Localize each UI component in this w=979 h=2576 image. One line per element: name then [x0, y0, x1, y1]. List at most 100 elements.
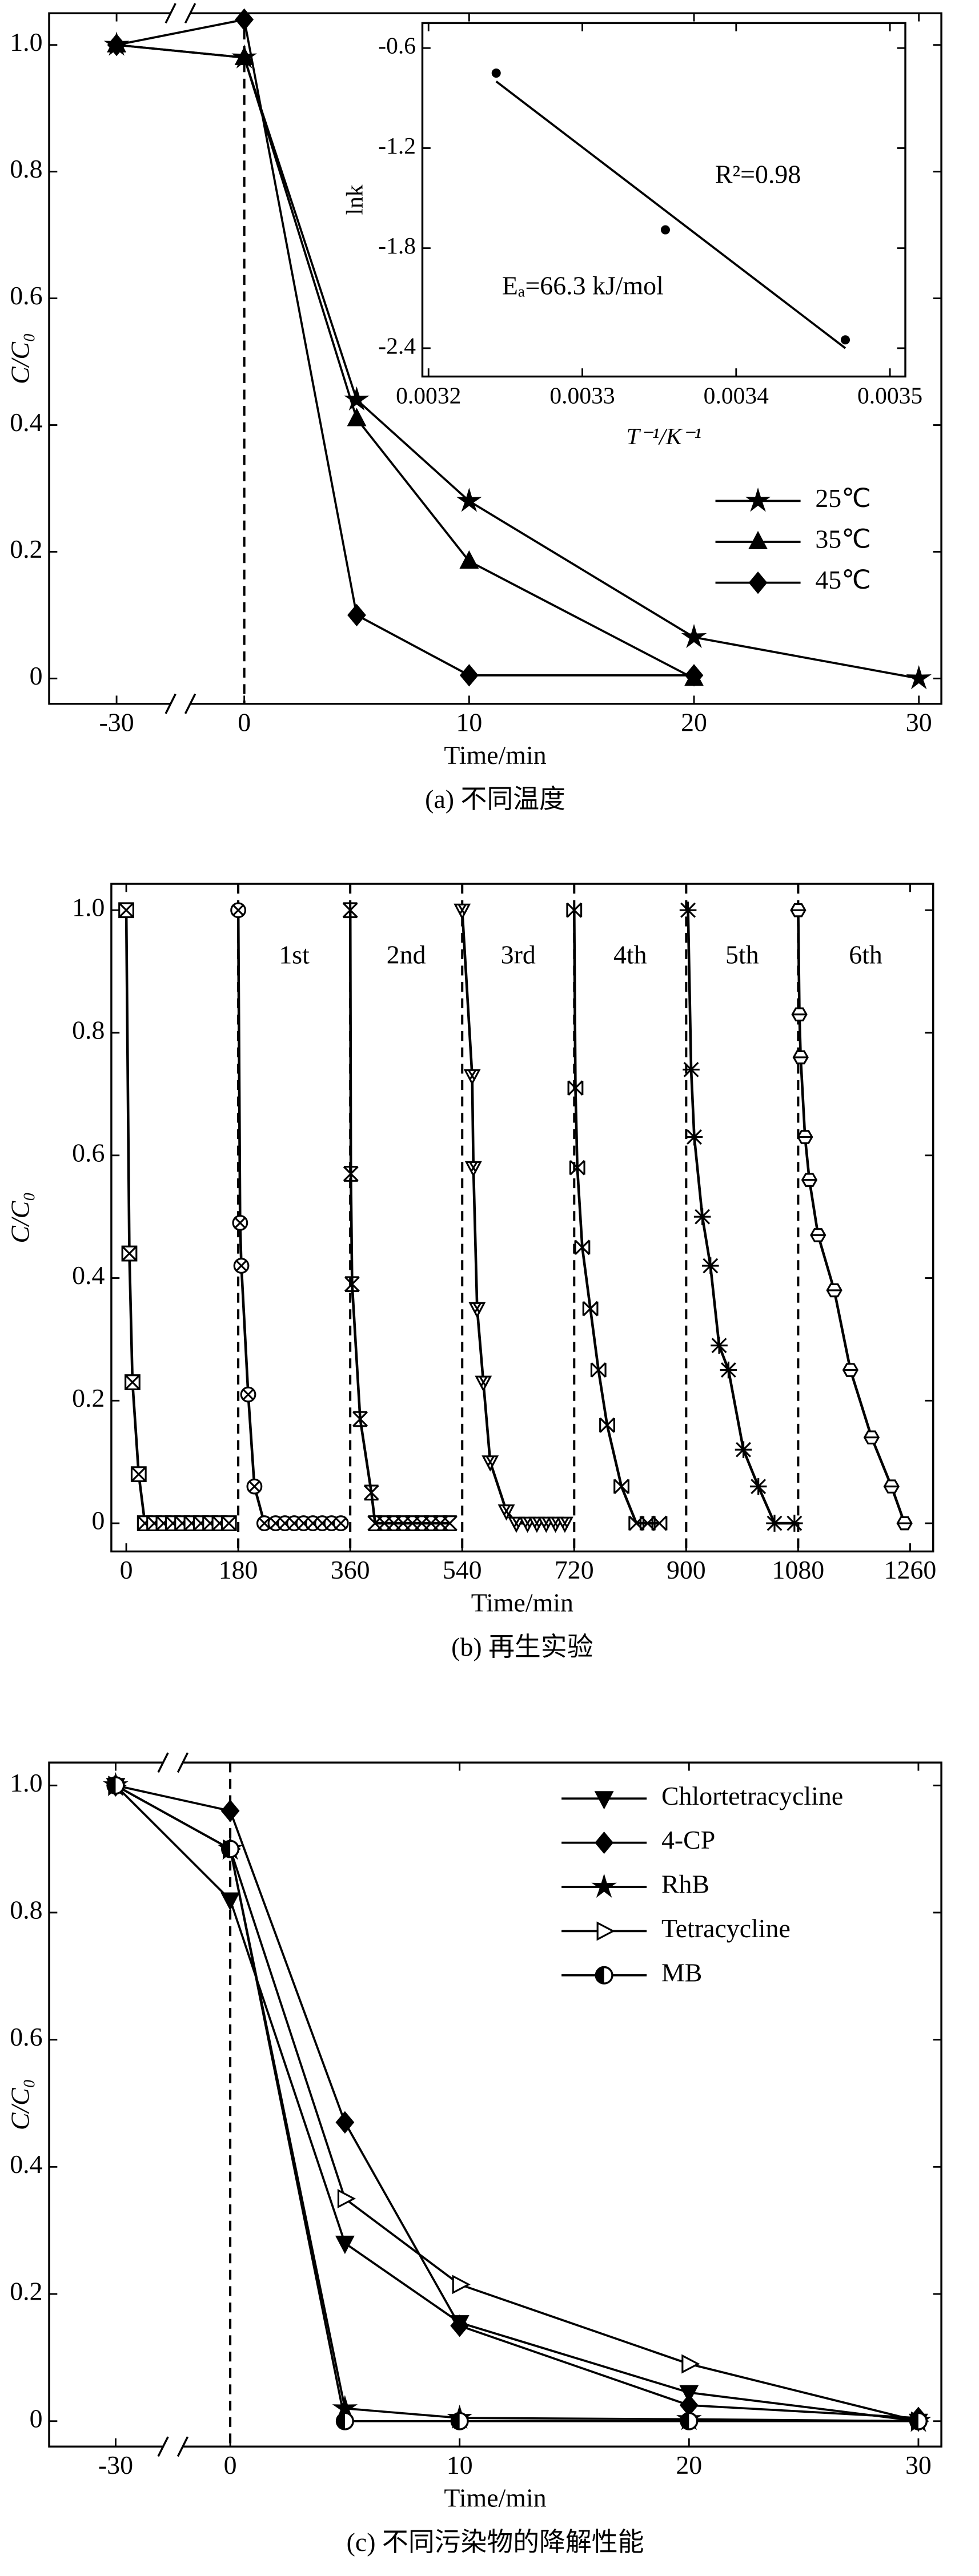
axis-break-mark — [157, 2436, 189, 2457]
y-tick-label: 1.0 — [10, 1768, 42, 1797]
y-tick-label: 0.6 — [10, 2022, 42, 2051]
marker-half — [596, 1967, 604, 1984]
data-point — [720, 1361, 737, 1379]
y-tick-label: 0.2 — [10, 534, 42, 564]
data-point — [909, 2412, 928, 2430]
data-point — [475, 1375, 492, 1392]
series-line — [348, 910, 450, 1525]
data-point — [797, 1130, 813, 1144]
y-tick-label: 0.2 — [10, 2277, 42, 2306]
data-point — [792, 1050, 809, 1065]
legend-marker — [595, 1966, 613, 1985]
data-point — [660, 225, 670, 235]
data-point — [826, 1283, 842, 1298]
legend-label: Chlortetracycline — [661, 1781, 843, 1810]
data-point — [702, 1257, 719, 1274]
y-tick-label: -1.8 — [378, 232, 416, 259]
data-point — [118, 902, 134, 919]
legend-label: 25℃ — [815, 484, 870, 513]
x-tick-label: -30 — [98, 2450, 133, 2480]
axis-break-mark — [157, 1752, 189, 1773]
data-point — [628, 1515, 645, 1531]
data-point — [459, 550, 479, 569]
data-point — [681, 2354, 700, 2374]
data-point — [335, 2412, 354, 2430]
y-tick-label: 0 — [30, 661, 43, 690]
x-tick-label: 0.0033 — [549, 382, 615, 408]
cycle-label: 3rd — [501, 940, 536, 969]
y-axis-label: C/C₀ — [6, 1192, 35, 1243]
x-tick-label: 0.0034 — [704, 382, 769, 408]
axis-break-mark — [164, 693, 196, 714]
x-axis-label: Time/min — [444, 2483, 546, 2512]
y-tick-label: 0.4 — [72, 1261, 105, 1290]
y-tick-label: -0.6 — [378, 33, 416, 59]
cycle-label: 5th — [725, 940, 759, 969]
data-point — [335, 2111, 355, 2134]
y-tick-label: 0 — [92, 1506, 105, 1535]
marker-half — [680, 2413, 689, 2430]
data-point — [569, 1160, 585, 1176]
data-point — [693, 1208, 711, 1225]
legend-marker — [591, 1873, 617, 1898]
x-tick-label: 20 — [676, 2450, 702, 2480]
data-point — [344, 386, 370, 411]
y-tick-label: 1.0 — [72, 893, 105, 922]
data-point — [711, 1337, 728, 1354]
data-point — [574, 1239, 591, 1255]
data-point — [423, 1515, 439, 1531]
data-point — [106, 1776, 125, 1795]
x-tick-label: 10 — [456, 708, 482, 737]
data-point — [639, 1515, 656, 1531]
data-point — [450, 2315, 470, 2337]
x-tick-label: 0 — [238, 708, 251, 737]
y-tick-label: 0.8 — [10, 154, 42, 183]
legend-label: MB — [661, 1958, 702, 1987]
data-point — [240, 1386, 256, 1403]
cycle-label: 6th — [849, 940, 882, 969]
series-line — [115, 1784, 919, 2422]
plot-frame — [110, 883, 934, 1553]
axis-break-gap — [163, 1757, 183, 1768]
data-point — [130, 1466, 147, 1483]
data-point — [508, 1516, 525, 1533]
legend-marker — [748, 571, 768, 594]
axis-break-gap — [163, 2441, 183, 2452]
y-tick-label: 0.8 — [10, 1895, 42, 1924]
data-point — [681, 623, 707, 649]
data-point — [685, 1128, 703, 1146]
data-point — [459, 664, 479, 687]
caption: (b) 再生实验 — [451, 1632, 593, 1661]
marker-half — [222, 1841, 231, 1857]
data-point — [376, 1515, 392, 1531]
axis-break-gap — [170, 699, 191, 709]
data-point — [556, 1516, 573, 1533]
data-point — [735, 1441, 752, 1458]
data-point — [347, 408, 367, 426]
data-point — [230, 902, 247, 919]
data-point — [468, 1302, 486, 1319]
legend-label: 4-CP — [661, 1825, 715, 1854]
data-point — [220, 1515, 237, 1531]
y-axis-label: C/C₀ — [6, 2079, 35, 2130]
series-line — [115, 1784, 918, 2422]
x-tick-label: 900 — [667, 1555, 706, 1584]
legend-label: 45℃ — [815, 565, 870, 594]
data-point — [246, 1478, 263, 1495]
data-point — [450, 2412, 469, 2430]
y-tick-label: 0 — [30, 2404, 43, 2433]
data-point — [790, 903, 807, 917]
data-point — [232, 1214, 248, 1231]
y-axis-label: C/C₀ — [6, 333, 35, 384]
series-line — [115, 1784, 919, 2420]
data-point — [367, 1515, 383, 1531]
data-point — [567, 1080, 584, 1096]
data-point — [332, 1515, 349, 1531]
y-tick-label: 0.6 — [72, 1138, 105, 1167]
marker-half — [107, 1777, 116, 1794]
x-axis-label: T⁻¹/K⁻¹ — [627, 423, 701, 449]
annotation: Eₐ=66.3 kJ/mol — [502, 271, 664, 300]
y-tick-label: 0.8 — [72, 1016, 105, 1045]
data-point — [404, 1515, 420, 1531]
